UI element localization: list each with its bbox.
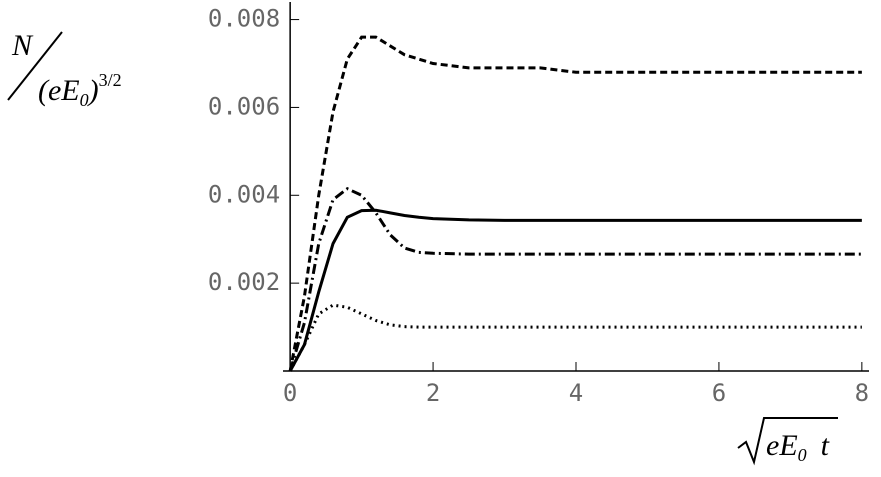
y-label: (eE0)3/2 <box>38 70 122 110</box>
series-line <box>288 303 862 372</box>
y-label-sub: 0 <box>80 90 89 110</box>
series-line <box>288 208 862 372</box>
y-label-numerator: N <box>11 29 34 62</box>
y-label-base: (eE <box>38 74 80 107</box>
y-label-exponent: 3/2 <box>99 70 122 90</box>
x-tick-label: 4 <box>569 379 583 407</box>
x-tick-label: 8 <box>855 379 869 407</box>
x-label: eE0 t <box>766 429 830 465</box>
y-tick-label: 0.006 <box>208 92 280 120</box>
x-label-sub: 0 <box>798 445 807 465</box>
x-tick-label: 0 <box>283 379 297 407</box>
x-tick-label: 6 <box>712 379 726 407</box>
x-label-var: t <box>821 429 830 462</box>
y-tick-label: 0.002 <box>208 268 280 296</box>
x-label-base: eE <box>766 429 798 462</box>
sqrt-sign <box>737 417 838 466</box>
y-tick-label: 0.008 <box>208 5 280 33</box>
x-tick-label: 2 <box>426 379 440 407</box>
y-label-close: ) <box>87 74 99 107</box>
series-line <box>288 186 862 372</box>
y-label-slash <box>7 31 63 101</box>
y-tick-label: 0.004 <box>208 180 280 208</box>
